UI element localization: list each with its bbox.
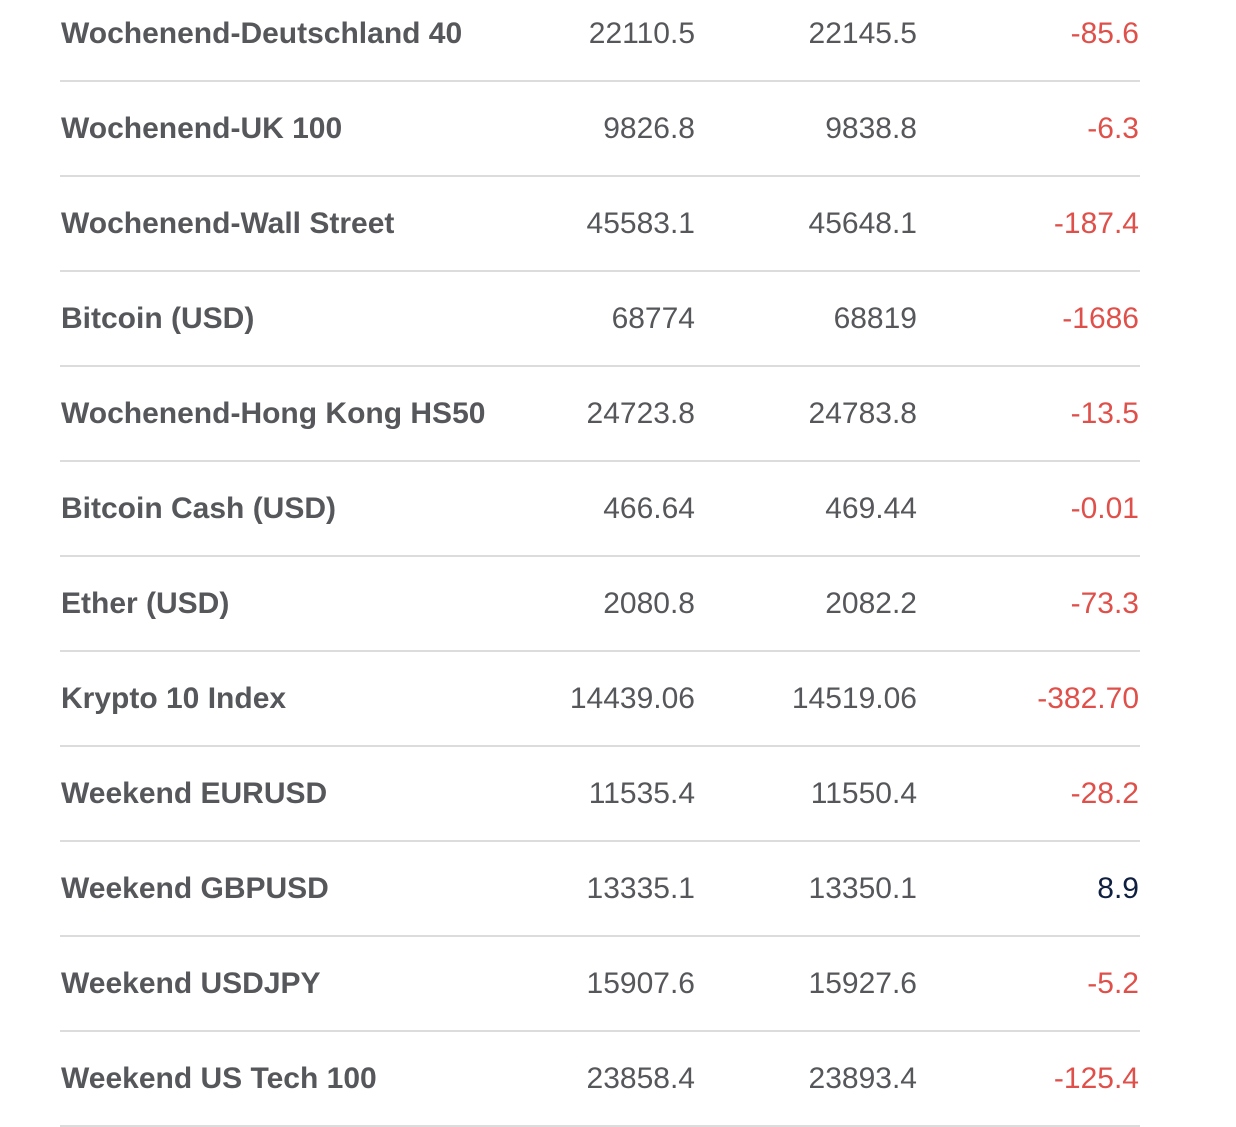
- bid-price: 2080.8: [603, 587, 695, 620]
- instrument-name: Ether (USD): [61, 587, 230, 620]
- ask-price: 23893.4: [808, 1062, 917, 1095]
- bid-price: 45583.1: [586, 207, 695, 240]
- instrument-name: Bitcoin Cash (USD): [61, 492, 337, 525]
- ask-price: 14519.06: [791, 682, 917, 715]
- ask-price: 2082.2: [825, 587, 917, 620]
- instrument-name: Weekend US Tech 100: [61, 1062, 377, 1095]
- market-table: Wochenend-Deutschland 40 22110.5 22145.5 -8…: [60, 0, 1140, 1127]
- table-row[interactable]: Wochenend-UK 100 9826.8 9838.8 -6.3: [60, 82, 1140, 177]
- price-change: -382.70: [1037, 682, 1139, 715]
- table-row[interactable]: Wochenend-Hong Kong HS50 24723.8 24783.8 -1…: [60, 367, 1140, 462]
- table-row[interactable]: Bitcoin (USD) 68774 68819 -1686: [60, 272, 1140, 367]
- price-change: -73.3: [1070, 587, 1139, 620]
- table-row[interactable]: Weekend US Tech 100 23858.4 23893.4 -125.4: [60, 1032, 1140, 1127]
- ask-price: 9838.8: [825, 112, 917, 145]
- bid-price: 11535.4: [588, 777, 695, 810]
- ask-price: 13350.1: [808, 872, 917, 905]
- instrument-name: Bitcoin (USD): [61, 302, 255, 335]
- price-change: -187.4: [1053, 207, 1139, 240]
- table-row[interactable]: Wochenend-Deutschland 40 22110.5 22145.5 -8…: [60, 0, 1140, 82]
- ask-price: 45648.1: [808, 207, 917, 240]
- ask-price: 68819: [833, 302, 917, 335]
- bid-price: 14439.06: [569, 682, 695, 715]
- price-change: -5.2: [1087, 967, 1139, 1000]
- ask-price: 22145.5: [808, 17, 917, 50]
- instrument-name: Wochenend-Hong Kong HS50: [61, 397, 486, 430]
- instrument-name: Wochenend-Deutschland 40: [61, 17, 463, 50]
- table-row[interactable]: Wochenend-Wall Street 45583.1 45648.1 -187.…: [60, 177, 1140, 272]
- price-change: 8.9: [1097, 872, 1139, 905]
- ask-price: 15927.6: [808, 967, 917, 1000]
- bid-price: 68774: [611, 302, 695, 335]
- bid-price: 9826.8: [603, 112, 695, 145]
- table-row[interactable]: Bitcoin Cash (USD) 466.64 469.44 -0.01: [60, 462, 1140, 557]
- price-change: -6.3: [1087, 112, 1139, 145]
- bid-price: 24723.8: [586, 397, 695, 430]
- table-row[interactable]: Krypto 10 Index 14439.06 14519.06 -382.70: [60, 652, 1140, 747]
- price-change: -1686: [1062, 302, 1139, 335]
- price-change: -125.4: [1053, 1062, 1139, 1095]
- table-row[interactable]: Weekend GBPUSD 13335.1 13350.1 8.9: [60, 842, 1140, 937]
- instrument-name: Weekend EURUSD: [61, 777, 328, 810]
- price-change: -0.01: [1070, 492, 1139, 525]
- price-change: -85.6: [1070, 17, 1139, 50]
- table-row[interactable]: Ether (USD) 2080.8 2082.2 -73.3: [60, 557, 1140, 652]
- bid-price: 15907.6: [586, 967, 695, 1000]
- instrument-name: Weekend GBPUSD: [61, 872, 329, 905]
- ask-price: 469.44: [825, 492, 917, 525]
- table-row[interactable]: Weekend USDJPY 15907.6 15927.6 -5.2: [60, 937, 1140, 1032]
- instrument-name: Krypto 10 Index: [61, 682, 287, 715]
- instrument-name: Wochenend-Wall Street: [61, 207, 395, 240]
- ask-price: 11550.4: [810, 777, 917, 810]
- ask-price: 24783.8: [808, 397, 917, 430]
- instrument-name: Wochenend-UK 100: [61, 112, 343, 145]
- price-change: -28.2: [1070, 777, 1139, 810]
- table-row[interactable]: Weekend EURUSD 11535.4 11550.4 -28.2: [60, 747, 1140, 842]
- bid-price: 466.64: [603, 492, 695, 525]
- bid-price: 22110.5: [588, 17, 695, 50]
- bid-price: 23858.4: [586, 1062, 695, 1095]
- price-change: -13.5: [1070, 397, 1139, 430]
- bid-price: 13335.1: [586, 872, 695, 905]
- instrument-name: Weekend USDJPY: [61, 967, 321, 1000]
